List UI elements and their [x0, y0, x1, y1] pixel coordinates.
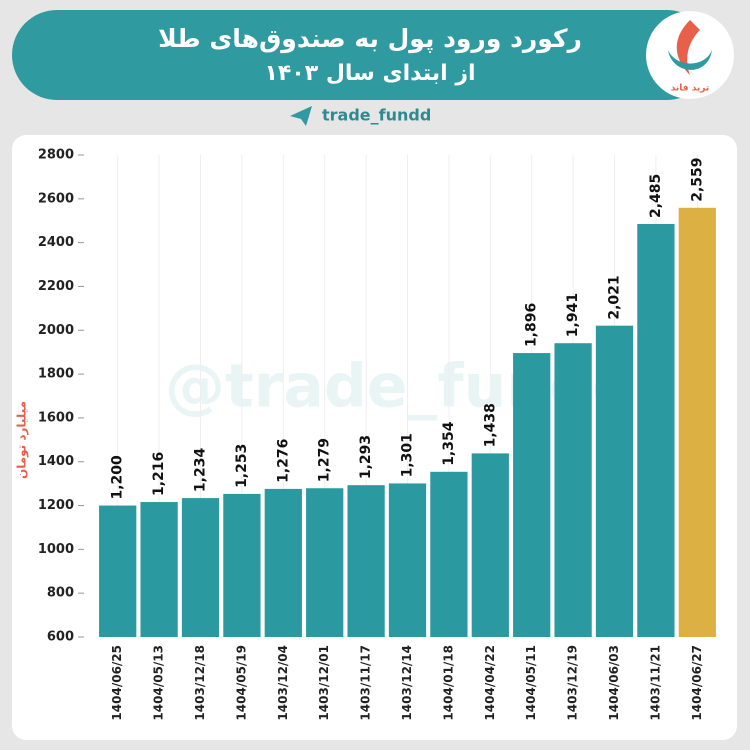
value-label: 1,200 — [110, 455, 126, 500]
value-label: 2,559 — [689, 158, 705, 202]
value-label: 1,253 — [234, 444, 250, 488]
x-tick-label: 1404/01/18 — [441, 645, 455, 721]
value-label: 1,234 — [193, 448, 209, 493]
x-tick-label: 1404/06/25 — [110, 645, 124, 721]
x-tick-label: 1403/12/01 — [317, 645, 331, 721]
x-tick-label: 1403/11/17 — [359, 645, 373, 721]
x-tick-label: 1403/12/04 — [276, 645, 290, 721]
x-tick-label: 1404/05/11 — [524, 645, 538, 721]
y-tick-label: 2600 — [38, 191, 74, 206]
bar — [637, 224, 675, 637]
chart-subtitle: از ابتدای سال ۱۴۰۳ — [264, 61, 475, 86]
bar — [306, 488, 344, 637]
value-label: 1,293 — [358, 435, 374, 479]
y-tick-label: 2200 — [38, 279, 74, 294]
value-label: 1,279 — [317, 438, 333, 482]
x-tick-label: 1404/04/22 — [483, 645, 497, 721]
bar — [388, 483, 427, 637]
bar — [513, 353, 551, 637]
value-label: 1,354 — [441, 421, 457, 466]
bar — [223, 493, 261, 637]
value-label: 1,941 — [565, 293, 581, 337]
x-tick-label: 1404/06/03 — [607, 645, 621, 721]
y-tick-label: 2400 — [38, 235, 74, 250]
value-label: 2,021 — [607, 275, 623, 319]
x-tick-label: 1403/12/18 — [193, 645, 207, 721]
y-tick-label: 2000 — [38, 323, 74, 338]
value-label: 1,216 — [151, 452, 167, 496]
y-tick-label: 1800 — [38, 367, 74, 382]
y-tick-label: 1000 — [38, 542, 74, 557]
value-label: 1,896 — [524, 303, 540, 347]
x-tick-label: 1404/05/19 — [234, 645, 248, 721]
logo-text: ترید فاند — [671, 84, 710, 94]
value-label: 1,301 — [400, 433, 416, 477]
value-label: 1,438 — [482, 403, 498, 447]
y-tick-label: 2800 — [38, 148, 74, 163]
bar — [471, 453, 509, 637]
logo-swoosh — [668, 50, 712, 70]
value-label: 2,485 — [648, 174, 664, 218]
bar — [99, 505, 137, 637]
x-tick-label: 1403/12/14 — [400, 645, 414, 721]
x-tick-label: 1403/12/19 — [566, 645, 580, 721]
x-tick-label: 1403/11/21 — [648, 645, 662, 721]
chart-title: رکورد ورود پول به صندوق‌های طلا — [158, 24, 582, 54]
y-tick-label: 1600 — [38, 410, 74, 425]
bar — [678, 207, 716, 637]
bar — [140, 502, 178, 637]
y-axis-label: میلیارد تومان — [15, 401, 30, 479]
x-tick-label: 1404/05/13 — [152, 645, 166, 721]
y-tick-label: 1200 — [38, 498, 74, 513]
y-tick-label: 1400 — [38, 454, 74, 469]
header-banner — [12, 10, 712, 100]
telegram-icon — [290, 106, 312, 126]
value-label: 1,276 — [275, 439, 291, 483]
y-tick-label: 800 — [47, 586, 74, 601]
bar — [595, 325, 634, 637]
handle: trade_fundd — [322, 106, 431, 125]
logo-flame — [676, 20, 700, 75]
bar — [264, 488, 302, 637]
bar — [347, 485, 385, 637]
logo — [646, 11, 734, 99]
bar — [181, 498, 220, 637]
x-tick-label: 1404/06/27 — [690, 645, 704, 721]
bar — [554, 343, 592, 637]
bar — [430, 471, 468, 637]
y-tick-label: 600 — [47, 630, 74, 645]
